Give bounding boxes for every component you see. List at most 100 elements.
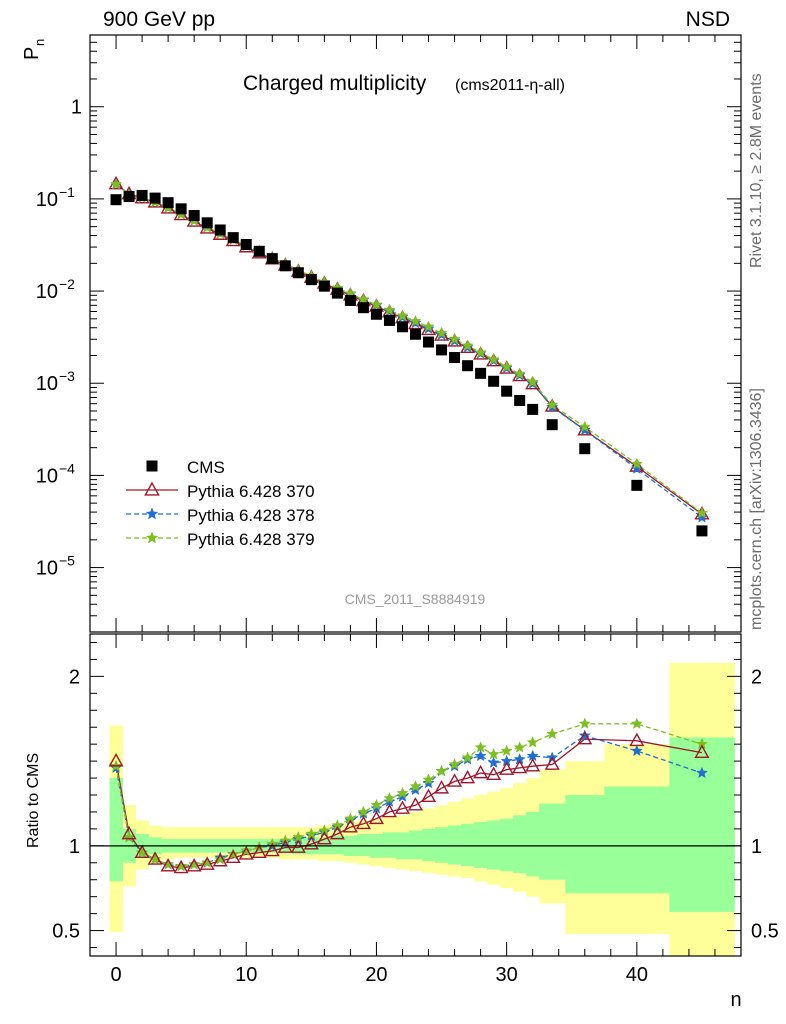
band-inner-bin — [356, 833, 371, 857]
y-tick-exponent: −4 — [59, 460, 75, 476]
ratio-point-0 — [512, 759, 528, 774]
header-left: 900 GeV pp — [103, 8, 216, 31]
ratio-point-0 — [238, 846, 254, 860]
ratio-point-1 — [487, 756, 500, 768]
ratio-point-0 — [160, 858, 176, 872]
band-inner-bin — [539, 803, 566, 880]
band-inner-bin — [408, 830, 423, 860]
ratio-y-tick-label: 2 — [69, 666, 80, 688]
main-point-3 — [396, 309, 409, 321]
y-tick-label: 10 — [36, 373, 58, 395]
band-inner-bin — [487, 820, 501, 870]
legend-label: Pythia 6.428 378 — [187, 506, 315, 525]
main-point-0 — [240, 239, 252, 251]
y-tick-exponent: −3 — [59, 368, 75, 384]
ratio-y-label-text: Ratio to CMS — [25, 753, 42, 848]
main-point-3 — [409, 314, 422, 327]
main-point-0 — [436, 344, 448, 356]
main-point-0 — [305, 274, 317, 286]
ratio-point-0 — [342, 819, 358, 833]
legend: CMS Pythia 6.428 370 Pythia 6.428 378 Pythi… — [126, 458, 315, 549]
ratio-point-0 — [355, 815, 371, 830]
main-point-0 — [488, 375, 500, 387]
ratio-y-tick-label: 0.5 — [52, 921, 80, 943]
ratio-point-2 — [149, 853, 162, 865]
ratio-point-1 — [422, 776, 435, 789]
ratio-point-0 — [251, 844, 267, 858]
ratio-point-0 — [186, 858, 202, 872]
ratio-point-1 — [409, 783, 422, 796]
y-axis-label-sub: n — [32, 39, 47, 46]
x-tick-label: 0 — [110, 964, 121, 986]
y-tick-exponent: −5 — [59, 553, 75, 569]
ratio-point-2 — [630, 717, 643, 729]
ratio-point-2 — [383, 792, 396, 804]
main-point-0 — [383, 314, 395, 326]
ratio-point-0 — [473, 764, 489, 779]
band-inner-bin — [604, 786, 670, 894]
main-point-0 — [123, 191, 135, 203]
main-point-0 — [344, 294, 356, 306]
ratio-point-0 — [525, 758, 541, 772]
ratio-point-2 — [422, 773, 435, 785]
band-inner-bin — [422, 828, 436, 862]
band-inner-bin — [461, 823, 475, 867]
main-point-0 — [331, 287, 343, 299]
ratio-point-0 — [460, 769, 476, 784]
ratio-y-tick-label: 1 — [69, 836, 80, 858]
ratio-series — [108, 717, 710, 874]
ratio-point-2 — [409, 780, 422, 792]
main-point-0 — [423, 336, 435, 348]
main-point-3 — [546, 398, 559, 411]
band-inner-bin — [474, 822, 488, 868]
ratio-point-0 — [629, 732, 645, 747]
ratio-point-0 — [421, 788, 437, 803]
plot-frames — [89, 34, 742, 957]
band-inner-bin — [435, 827, 449, 863]
legend-marker — [144, 481, 160, 496]
band-inner-bin — [513, 815, 527, 873]
band-inner-bin — [526, 811, 540, 877]
main-point-0 — [631, 479, 643, 491]
x-tick-label: 20 — [365, 964, 387, 986]
ratio-point-2 — [357, 805, 370, 818]
ratio-point-0 — [381, 803, 397, 818]
main-point-0 — [370, 308, 382, 320]
ratio-point-0 — [499, 761, 515, 775]
y-tick-label: 10 — [36, 465, 58, 487]
x-axis-label: n — [730, 989, 741, 1011]
main-point-0 — [266, 253, 278, 265]
ratio-point-2 — [370, 798, 383, 811]
ratio-point-2 — [578, 717, 591, 729]
ratio-point-0 — [303, 836, 319, 850]
main-point-0 — [318, 280, 330, 292]
main-point-0 — [292, 267, 304, 279]
main-point-2 — [630, 462, 643, 474]
main-point-3 — [513, 367, 526, 380]
main-point-0 — [136, 189, 148, 201]
main-point-3 — [461, 339, 474, 351]
main-point-3 — [109, 177, 123, 190]
x-tick-label: 40 — [626, 964, 648, 986]
main-point-0 — [579, 443, 591, 455]
x-tick-label: 10 — [235, 964, 257, 986]
ratio-point-0 — [544, 756, 560, 770]
legend-label: Pythia 6.428 370 — [187, 482, 315, 501]
y-tick-exponent: −2 — [59, 276, 75, 292]
main-point-0 — [501, 385, 513, 397]
legend-marker — [145, 507, 159, 520]
plot-texts: 110−110−210−310−410 −50.5 0.51 12 20 10 20 30 40… — [21, 39, 779, 1011]
band-inner-bin — [330, 835, 345, 855]
ratio-point-1 — [396, 790, 409, 802]
main-point-2 — [695, 511, 709, 523]
main-point-3 — [448, 332, 461, 345]
y-tick-label: 1 — [71, 97, 82, 119]
main-point-0 — [410, 328, 421, 340]
ratio-point-2 — [240, 844, 253, 857]
ratio-point-2 — [448, 758, 461, 770]
main-point-0 — [475, 367, 487, 379]
ratio-point-2 — [214, 853, 227, 865]
main-point-0 — [357, 302, 369, 314]
ratio-point-0 — [694, 744, 710, 758]
main-series — [108, 175, 710, 537]
